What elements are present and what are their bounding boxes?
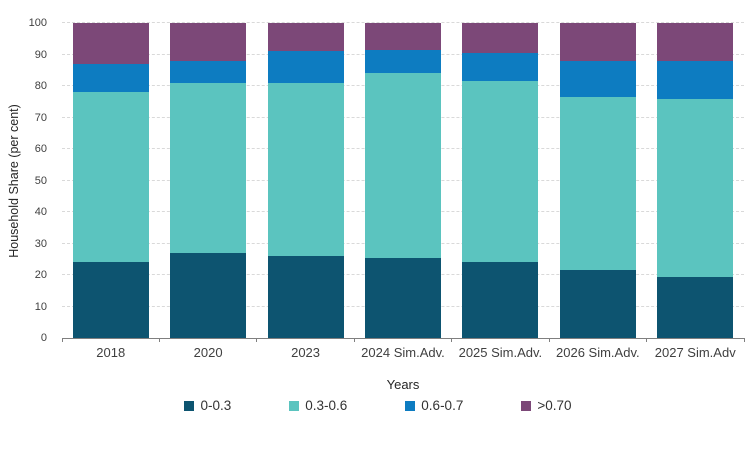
bar-segment (559, 97, 636, 271)
bar-segment (364, 49, 441, 74)
bar-segment (72, 23, 149, 64)
bar-segment (559, 60, 636, 98)
x-tick-label: 2023 (291, 345, 321, 360)
stacked-bar (657, 23, 734, 338)
bar-segment (657, 98, 734, 277)
x-tick-label: 2026 Sim.Adv. (556, 345, 640, 360)
bar-segment (462, 52, 539, 82)
y-tick-label: 40 (34, 206, 47, 218)
legend-label: >0.70 (537, 398, 572, 413)
bar-segment (559, 270, 636, 338)
legend-item: 0.6-0.7 (405, 398, 463, 413)
legend-item: 0-0.3 (184, 398, 231, 413)
y-tick-label: 10 (34, 300, 47, 313)
bar-segment (170, 60, 247, 83)
gridline (62, 22, 744, 23)
y-axis: 0 10 20 30 40 50 60 70 80 90 100 (0, 17, 55, 344)
bar-segment (267, 82, 344, 257)
y-tick-label: 30 (34, 237, 47, 250)
x-axis-tick (451, 338, 453, 342)
x-axis-tick (353, 338, 355, 342)
legend-swatch (521, 400, 532, 411)
y-tick-label: 20 (34, 269, 47, 281)
bar-segment (170, 252, 247, 338)
legend-label: 0.3-0.6 (305, 398, 348, 413)
stacked-bar (364, 23, 441, 338)
x-tick-label: 2018 (96, 345, 126, 360)
y-tick-label: 80 (34, 80, 47, 92)
bar-segment (364, 73, 441, 258)
bar-column (159, 23, 256, 338)
stacked-bar (267, 23, 344, 338)
bar-segment (72, 262, 149, 338)
x-axis-tick (158, 338, 160, 342)
bar-segment (462, 262, 539, 338)
legend-swatch (184, 400, 195, 411)
bar-segment (267, 51, 344, 83)
legend-item: >0.70 (521, 398, 572, 413)
x-tick-label: 2024 Sim.Adv. (361, 345, 445, 360)
bar-column (647, 23, 744, 338)
bar-segment (657, 23, 734, 61)
bar-segment (170, 82, 247, 253)
bars-container (62, 23, 744, 338)
bar-column (452, 23, 549, 338)
legend-swatch (289, 400, 300, 411)
bar-segment (657, 276, 734, 338)
stacked-bar (462, 23, 539, 338)
x-axis-tick (646, 338, 648, 342)
legend-item: 0.3-0.6 (289, 398, 347, 413)
x-axis-title: Years (386, 377, 420, 392)
x-tick-label: 2025 Sim.Adv. (458, 345, 543, 360)
x-axis-tick (256, 338, 258, 342)
bar-column (62, 23, 159, 338)
bar-segment (462, 81, 539, 263)
bar-segment (267, 256, 344, 338)
stacked-bar (170, 23, 247, 338)
y-tick-label: 0 (40, 332, 47, 344)
legend-label: 0-0.3 (200, 398, 232, 413)
y-tick-label: 60 (34, 143, 47, 155)
legend-label: 0.6-0.7 (421, 398, 464, 413)
bar-segment (657, 60, 734, 99)
bar-column (549, 23, 646, 338)
stacked-bar (72, 23, 149, 338)
plot-area (61, 22, 745, 342)
bar-segment (72, 63, 149, 93)
y-tick-label: 50 (34, 174, 47, 187)
y-tick-label: 70 (34, 111, 47, 124)
bar-segment (364, 257, 441, 338)
bar-segment (559, 23, 636, 61)
bar-column (257, 23, 354, 338)
x-axis-tick (548, 338, 550, 342)
x-axis-tick (61, 338, 63, 342)
x-tick-label: 2020 (193, 345, 223, 360)
legend-swatch (405, 400, 416, 411)
stacked-bar (559, 23, 636, 338)
bar-segment (170, 23, 247, 61)
bar-segment (462, 23, 539, 53)
x-tick-label: 2027 Sim.Adv (654, 345, 736, 360)
x-axis-tick (743, 338, 745, 342)
legend: 0-0.3 0.3-0.6 0.6-0.7 >0.70 (0, 398, 756, 413)
x-axis-labels: 2018 2020 2023 2024 Sim.Adv. 2025 Sim.Adv. 20… (62, 345, 744, 360)
bar-segment (267, 23, 344, 52)
bar-segment (364, 23, 441, 50)
bar-segment (72, 92, 149, 263)
bar-column (354, 23, 451, 338)
y-tick-label: 100 (28, 17, 47, 29)
y-tick-label: 90 (34, 48, 47, 61)
